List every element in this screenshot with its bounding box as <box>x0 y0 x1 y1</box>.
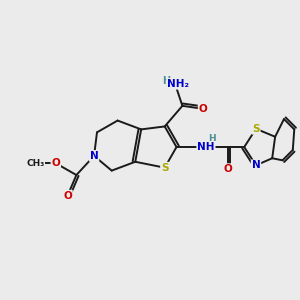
Text: S: S <box>161 163 169 173</box>
Text: O: O <box>224 164 233 174</box>
Text: NH₂: NH₂ <box>167 79 189 89</box>
Text: N: N <box>90 151 98 161</box>
Text: O: O <box>51 158 60 168</box>
Text: S: S <box>252 124 260 134</box>
Text: NH: NH <box>197 142 215 152</box>
Text: O: O <box>199 104 207 114</box>
Text: CH₃: CH₃ <box>26 159 44 168</box>
Text: H: H <box>208 134 216 143</box>
Text: H: H <box>162 76 170 86</box>
Text: N: N <box>252 160 260 170</box>
Text: O: O <box>63 190 72 201</box>
